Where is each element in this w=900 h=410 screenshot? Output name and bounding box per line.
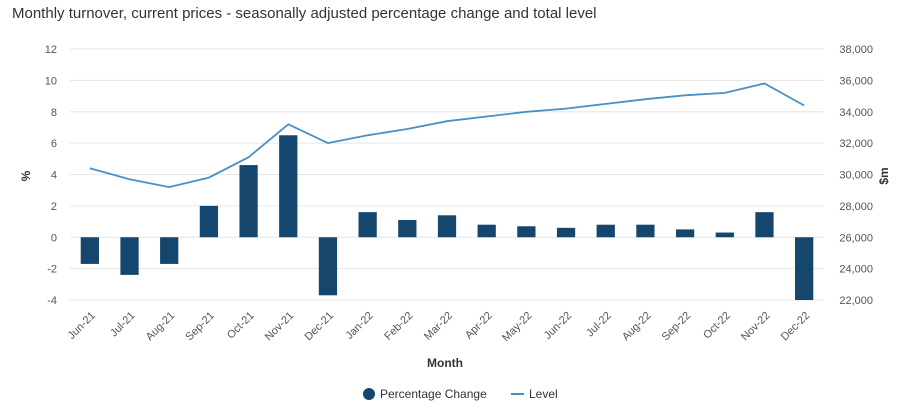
bar-jul-21[interactable]: [120, 237, 139, 275]
y-tick-label-right: 38,000: [839, 44, 873, 56]
y-tick-label-left: 0: [51, 232, 57, 244]
bar-dec-22[interactable]: [795, 237, 814, 300]
bar-sep-21[interactable]: [199, 205, 219, 238]
bar-feb-22[interactable]: [398, 219, 417, 238]
x-tick-label: Nov-22: [739, 310, 773, 344]
bar-mar-22[interactable]: [437, 215, 457, 238]
line-series: [89, 82, 805, 189]
x-tick-label: Dec-21: [303, 310, 337, 344]
y-tick-label-right: 26,000: [839, 232, 873, 244]
y-tick-label-right: 30,000: [839, 170, 873, 182]
chart-title: Monthly turnover, current prices - seaso…: [12, 5, 597, 22]
y-tick-label-right: 36,000: [839, 75, 873, 87]
x-tick-label: Jun-21: [66, 310, 98, 342]
left-axis-ticks: -4 -2 0 2 4 6 8 10 12: [45, 44, 57, 307]
y-tick-label-right: 34,000: [839, 107, 873, 119]
bar-nov-21[interactable]: [279, 135, 298, 238]
y-tick-label-left: 12: [45, 44, 57, 56]
y-tick-label-left: 4: [51, 170, 57, 182]
bar-sep-22[interactable]: [675, 229, 695, 238]
bar-aug-22[interactable]: [636, 224, 655, 238]
y-tick-label-right: 24,000: [839, 264, 873, 276]
x-tick-label: Oct-22: [701, 310, 733, 342]
legend-label-level: Level: [529, 387, 558, 401]
y-axis-title-right: $m: [877, 167, 891, 184]
y-tick-label-right: 32,000: [839, 138, 873, 150]
legend: Percentage Change Level: [363, 387, 558, 401]
y-tick-label-left: 8: [51, 107, 57, 119]
legend-marker-bar: [363, 388, 375, 400]
bar-apr-22[interactable]: [477, 224, 496, 238]
x-tick-label: Aug-21: [144, 310, 178, 344]
x-tick-label: Jun-22: [542, 310, 574, 342]
y-axis-title-left: %: [19, 170, 33, 181]
x-tick-label: Sep-21: [183, 310, 217, 344]
right-axis-ticks: 22,000 24,000 26,000 28,000 30,000 32,000 34,0…: [839, 44, 873, 307]
x-axis-title: Month: [427, 356, 463, 370]
grid-lines: [70, 48, 824, 301]
level-line[interactable]: [89, 82, 805, 189]
bar-oct-21[interactable]: [239, 165, 258, 238]
bar-aug-21[interactable]: [160, 237, 179, 264]
bar-dec-21[interactable]: [318, 237, 338, 296]
bar-jan-22[interactable]: [358, 212, 377, 238]
x-tick-label: Jan-22: [343, 310, 375, 342]
x-tick-label: Nov-21: [263, 310, 297, 344]
y-tick-label-left: -4: [47, 295, 57, 307]
legend-item-level[interactable]: Level: [511, 387, 558, 401]
y-tick-label-left: -2: [47, 264, 57, 276]
legend-item-percentage-change[interactable]: Percentage Change: [363, 387, 487, 401]
bar-jun-22[interactable]: [556, 227, 576, 238]
x-tick-label: Jul-22: [584, 310, 614, 340]
x-tick-label: Aug-22: [620, 310, 654, 344]
x-tick-label: Feb-22: [382, 310, 415, 343]
y-tick-label-right: 28,000: [839, 201, 873, 213]
x-axis-ticks: Jun-21 Jul-21 Aug-21 Sep-21 Oct-21 Nov-21 Dec-…: [66, 310, 813, 344]
bar-series: [80, 135, 814, 300]
y-tick-label-left: 10: [45, 75, 57, 87]
bar-oct-22[interactable]: [715, 232, 734, 238]
x-tick-label: Oct-21: [225, 310, 257, 342]
x-tick-label: Jul-21: [108, 310, 138, 340]
x-tick-label: Apr-22: [463, 310, 495, 342]
x-tick-label: Sep-22: [660, 310, 694, 344]
bar-jul-22[interactable]: [596, 224, 615, 238]
x-tick-label: Mar-22: [422, 310, 455, 343]
bar-jun-21[interactable]: [80, 237, 99, 264]
bar-may-22[interactable]: [517, 226, 536, 238]
bar-nov-22[interactable]: [755, 212, 774, 238]
y-tick-label-right: 22,000: [839, 295, 873, 307]
y-tick-label-left: 6: [51, 138, 57, 150]
y-tick-label-left: 2: [51, 201, 57, 213]
x-tick-label: May-22: [500, 310, 534, 344]
legend-label-percentage-change: Percentage Change: [380, 387, 487, 401]
x-tick-label: Dec-22: [779, 310, 813, 344]
